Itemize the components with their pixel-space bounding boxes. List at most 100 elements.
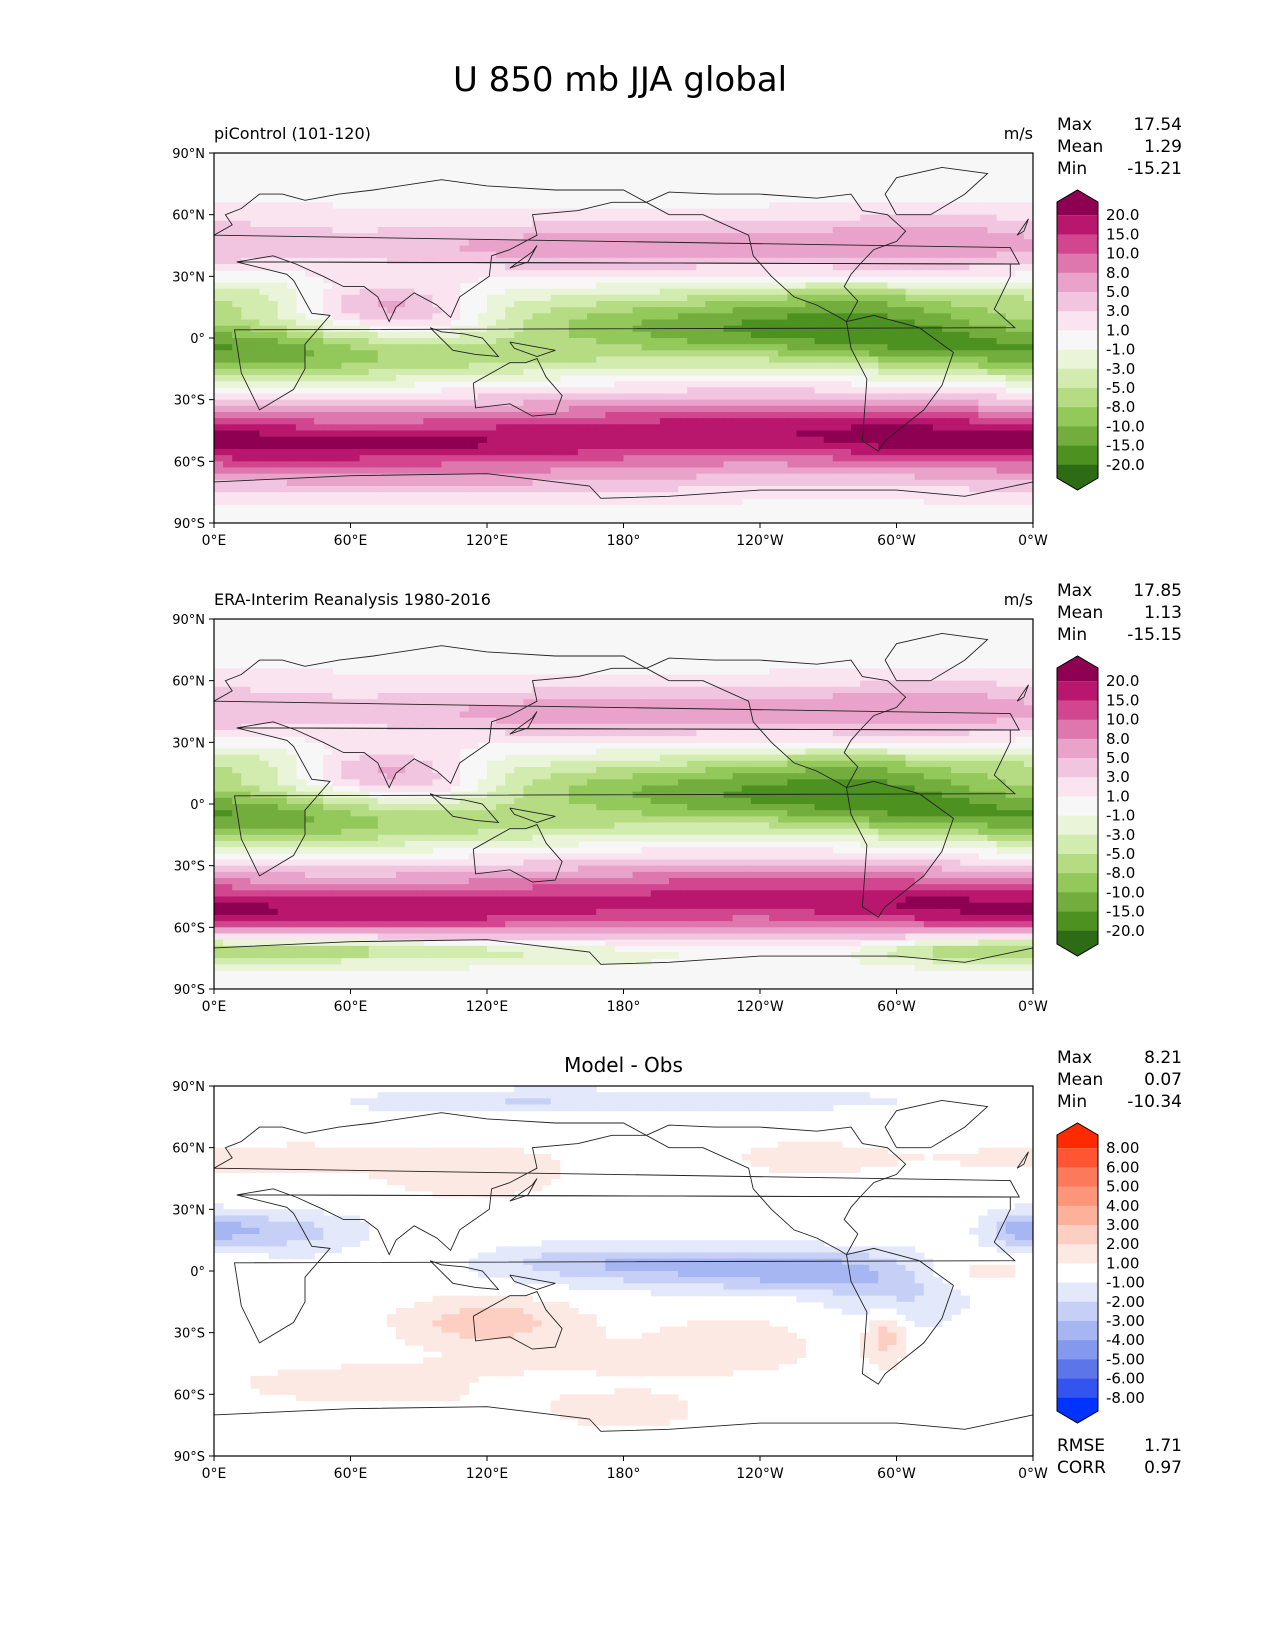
colorbar-label: -1.00 — [1106, 1274, 1145, 1292]
colorbar-swatch — [1057, 1321, 1098, 1341]
colorbar-swatch — [1057, 1167, 1098, 1188]
lon-tick-label: 120°W — [736, 1466, 784, 1482]
stat-label-max: Max — [1057, 1048, 1092, 1068]
panel-obs: 90°N 60°N 30°N 0° 30°S 60°S 90°S0°E 60°E 120°E 18… — [172, 581, 1182, 1015]
colorbar-swatch — [1057, 1244, 1098, 1264]
coastline — [233, 1194, 1016, 1344]
stat-label-max: Max — [1057, 581, 1092, 601]
colorbar-swatch — [1057, 1148, 1098, 1168]
coastline — [509, 245, 538, 269]
coastline — [646, 1124, 907, 1256]
colorbar-swatch — [1057, 1263, 1098, 1284]
colorbar-label: 10.0 — [1106, 711, 1139, 729]
map-field-diff — [214, 1086, 1033, 1456]
lat-tick-label: 60°S — [174, 921, 205, 936]
coastline — [214, 645, 1021, 789]
coastline — [509, 1274, 556, 1290]
lon-tick-label: 60°E — [334, 1466, 368, 1482]
lat-tick-label: 30°S — [174, 1327, 205, 1342]
lon-tick-label: 120°W — [736, 533, 784, 549]
coastline — [846, 1247, 954, 1385]
colorbar-swatch — [1057, 796, 1098, 817]
lat-tick-label: 60°N — [172, 1142, 205, 1157]
colorbar-label: 20.0 — [1106, 672, 1139, 690]
coastline — [214, 939, 1033, 965]
colorbar-label: 20.0 — [1106, 206, 1139, 224]
colorbar-cap-bottom — [1057, 1397, 1098, 1423]
lon-tick-label: 0°E — [202, 999, 227, 1015]
lon-tick-label: 60°E — [334, 999, 368, 1015]
colorbar-label: -5.0 — [1106, 379, 1135, 397]
coastline — [509, 341, 556, 357]
panel-center-title: Model - Obs — [564, 1053, 683, 1077]
colorbar-label: 1.0 — [1106, 321, 1130, 339]
colorbar-label: 1.0 — [1106, 787, 1130, 805]
colorbar-swatch — [1057, 272, 1098, 293]
colorbar-swatch — [1057, 1205, 1098, 1226]
lat-tick-label: 90°S — [174, 983, 205, 998]
colorbar-cap-top — [1057, 656, 1098, 682]
stat-label-min: Min — [1057, 159, 1087, 179]
lat-tick-label: 90°S — [174, 517, 205, 532]
stat-label-min: Min — [1057, 1092, 1087, 1112]
stat-value-min: -15.21 — [1127, 159, 1182, 179]
colorbar-cap-top — [1057, 190, 1098, 216]
coastlines — [214, 166, 1033, 499]
colorbar-swatch — [1057, 311, 1098, 331]
colorbar-swatch — [1057, 1186, 1098, 1207]
lat-tick-label: 30°N — [172, 736, 205, 751]
colorbar-swatch — [1057, 777, 1098, 797]
panel-model: 90°N 60°N 30°N 0° 30°S 60°S 90°S0°E 60°E 120°E 18… — [172, 115, 1182, 549]
stat-value-max: 17.85 — [1133, 581, 1182, 601]
lat-tick-label: 90°N — [172, 1080, 205, 1095]
lon-tick-label: 60°E — [334, 533, 368, 549]
colorbar-swatch — [1057, 1301, 1098, 1322]
colorbar-cap-bottom — [1057, 930, 1098, 956]
lon-tick-label: 0°E — [202, 1466, 227, 1482]
colorbar-label: -1.0 — [1106, 341, 1135, 359]
colorbar-label: 5.0 — [1106, 749, 1130, 767]
lon-tick-label: 0°W — [1018, 533, 1048, 549]
stat-value-max: 17.54 — [1133, 115, 1182, 135]
coastline — [214, 473, 1033, 499]
colorbar-swatch — [1057, 873, 1098, 893]
colorbar-swatch — [1057, 1282, 1098, 1303]
panel-left-title: piControl (101-120) — [214, 124, 371, 143]
lat-tick-label: 30°N — [172, 1203, 205, 1218]
lat-tick-label: 60°N — [172, 675, 205, 690]
colorbar-swatch — [1057, 426, 1098, 447]
colorbar-swatch — [1057, 1378, 1098, 1399]
colorbar-label: -20.0 — [1106, 922, 1145, 940]
colorbar-swatch — [1057, 445, 1098, 466]
stat-label-max: Max — [1057, 115, 1092, 135]
colorbar-label: 5.0 — [1106, 283, 1130, 301]
lon-tick-label: 120°W — [736, 999, 784, 1015]
colorbar-label: -10.0 — [1106, 417, 1145, 435]
lon-tick-label: 0°W — [1018, 1466, 1048, 1482]
colorbar-label: -15.0 — [1106, 437, 1145, 455]
coastline — [884, 1099, 989, 1149]
stat-label-mean: Mean — [1057, 1070, 1103, 1090]
stat-value-max: 8.21 — [1144, 1048, 1182, 1068]
colorbar-swatch — [1057, 1359, 1098, 1380]
figure-title: U 850 mb JJA global — [453, 60, 787, 100]
lon-tick-label: 180° — [607, 533, 641, 549]
lon-tick-label: 60°W — [877, 533, 916, 549]
colorbar-label: -3.0 — [1106, 360, 1135, 378]
coastline — [509, 711, 538, 735]
lat-tick-label: 0° — [190, 1265, 205, 1280]
lat-tick-label: 0° — [190, 798, 205, 813]
lon-tick-label: 120°E — [466, 1466, 509, 1482]
colorbar-label: 3.00 — [1106, 1216, 1139, 1234]
lat-tick-label: 90°N — [172, 613, 205, 628]
colorbar-swatch — [1057, 1225, 1098, 1245]
colorbar-cap-top — [1057, 1123, 1098, 1149]
coastline — [884, 166, 989, 216]
colorbar-label: 4.00 — [1106, 1197, 1139, 1215]
colorbar-label: -2.00 — [1106, 1293, 1145, 1311]
colorbar-swatch — [1057, 911, 1098, 932]
coastline — [884, 632, 989, 682]
coastline — [214, 1112, 1021, 1256]
colorbar-label: 15.0 — [1106, 691, 1139, 709]
